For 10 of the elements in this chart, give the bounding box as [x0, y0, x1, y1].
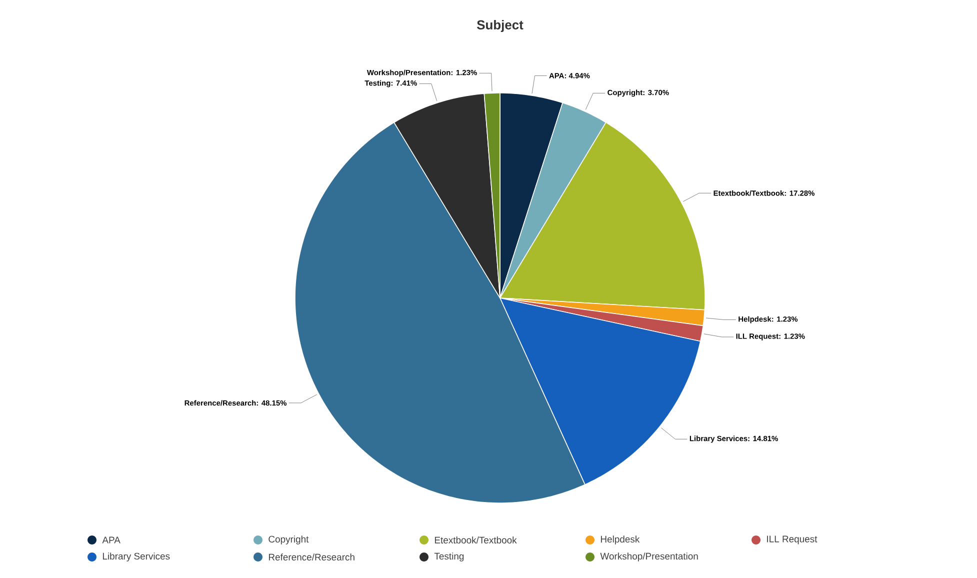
legend-label: Workshop/Presentation: [600, 552, 698, 562]
legend-label: ILL Request: [767, 536, 818, 544]
legend-label: Testing: [434, 552, 464, 562]
legend-label: Copyright: [268, 536, 309, 544]
legend-label: Library Services: [102, 552, 170, 562]
legend-label: APA: [102, 536, 120, 544]
legend-label: Etextbook/Textbook: [434, 536, 517, 544]
chart-title: Subject: [476, 20, 524, 32]
legend-label: Helpdesk: [600, 536, 640, 544]
legend-label: Reference/Research: [268, 554, 354, 560]
